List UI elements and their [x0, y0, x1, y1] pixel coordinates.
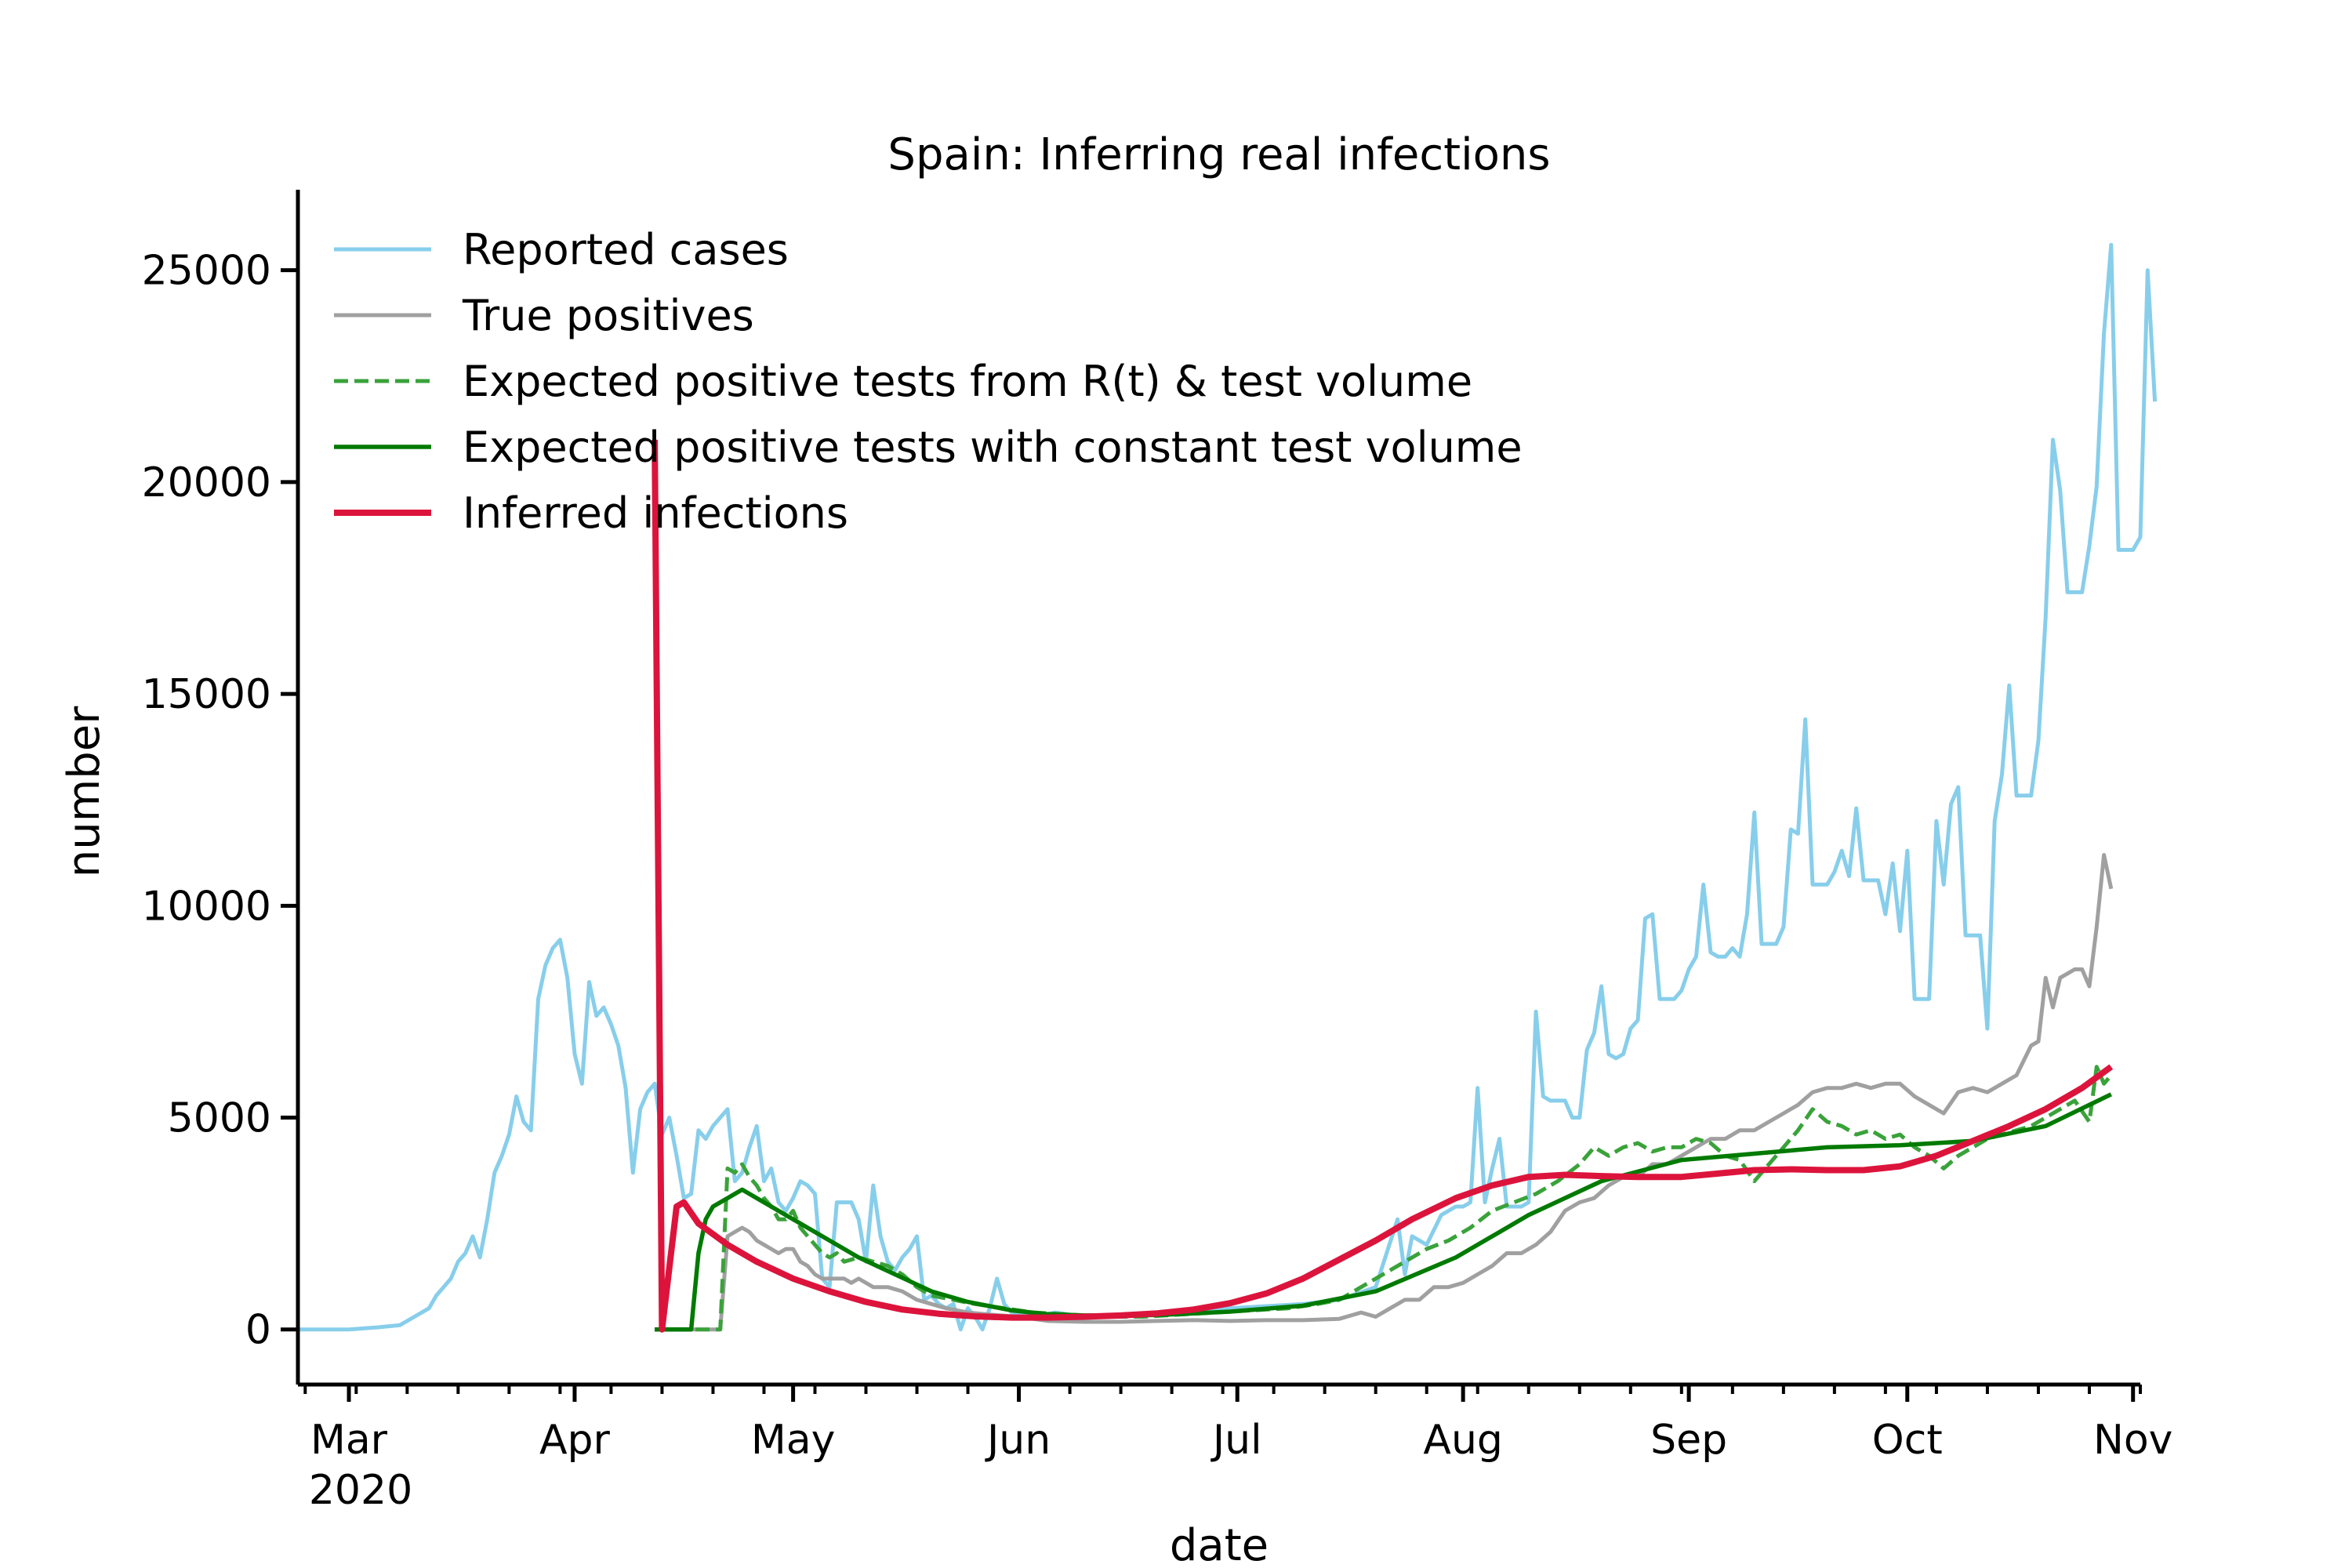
x-tick-label: Sep [1650, 1417, 1727, 1464]
x-tick-label: Jul [1210, 1417, 1262, 1464]
chart-title: Spain: Inferring real infections [887, 129, 1550, 180]
legend-label: Expected positive tests with constant te… [463, 423, 1523, 472]
legend-item-inferred-infections: Inferred infections [334, 488, 848, 538]
x-axis-label: date [1170, 1520, 1269, 1568]
legend-label: Inferred infections [463, 488, 848, 538]
legend-label: Expected positive tests from R(t) & test… [463, 357, 1472, 406]
y-tick-label: 15000 [142, 671, 271, 718]
x-axis: Mar Apr May Jun Jul Aug Sep Oct Nov 2020 [298, 1382, 2173, 1514]
x-tick-label: May [751, 1417, 836, 1464]
legend-item-expected-positive-tests-from-r-t-test-volume: Expected positive tests from R(t) & test… [334, 357, 1472, 406]
legend-item-true-positives: True positives [334, 291, 754, 340]
x-ticks: Mar Apr May Jun Jul Aug Sep Oct Nov [303, 1385, 2173, 1464]
y-tick-label: 5000 [168, 1095, 271, 1142]
y-tick-label: 10000 [142, 883, 271, 930]
legend-label: True positives [462, 291, 754, 340]
y-axis-label: number [59, 706, 110, 878]
series-line-expected-positive-tests-with-constant-test-volume [655, 1092, 2112, 1332]
x-year-label: 2020 [309, 1467, 412, 1514]
legend-item-reported-cases: Reported cases [334, 225, 789, 274]
series-line-reported-cases [298, 242, 2158, 1332]
legend-label: Reported cases [463, 225, 789, 274]
x-tick-label: Nov [2093, 1417, 2173, 1464]
y-tick-label: 20000 [142, 459, 271, 506]
y-ticks: 0 5000 10000 15000 20000 25000 [142, 248, 298, 1354]
y-axis: 0 5000 10000 15000 20000 25000 [142, 190, 300, 1385]
series-line-expected-positive-tests-from-r-t-test-volume [655, 1065, 2113, 1332]
y-tick-label: 0 [245, 1307, 271, 1354]
x-tick-label: Mar [310, 1417, 388, 1464]
x-tick-label: Aug [1423, 1417, 1503, 1464]
y-tick-label: 25000 [142, 248, 271, 295]
legend-item-expected-positive-tests-with-constant-test-volume: Expected positive tests with constant te… [334, 423, 1523, 472]
legend: Reported cases True positives Expected pos… [334, 225, 1523, 538]
series-line-inferred-infections [652, 439, 2114, 1333]
series-layer [298, 242, 2158, 1333]
x-tick-label: Jun [985, 1417, 1051, 1464]
series-line-true-positives [655, 853, 2114, 1332]
x-tick-label: Apr [539, 1417, 611, 1464]
x-tick-label: Oct [1872, 1417, 1943, 1464]
